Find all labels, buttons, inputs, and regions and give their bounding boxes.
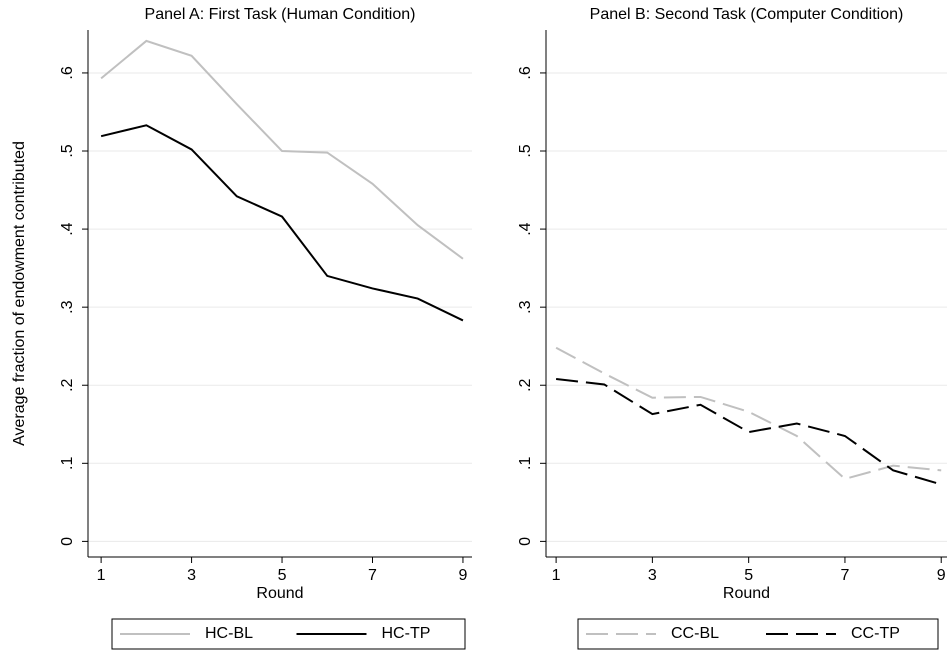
x-axis-label: Round <box>256 585 303 602</box>
series-line <box>100 39 464 260</box>
series-line <box>100 124 464 322</box>
y-tick-label: .4 <box>517 222 534 235</box>
x-tick-label: 3 <box>648 567 657 584</box>
y-tick-label: .1 <box>517 457 534 470</box>
x-tick-label: 7 <box>368 567 377 584</box>
y-tick-label: 0 <box>517 537 534 546</box>
panel-title: Panel B: Second Task (Computer Condition… <box>590 6 904 23</box>
x-tick-label: 5 <box>744 567 753 584</box>
legend-label: HC-BL <box>205 625 253 642</box>
x-tick-label: 7 <box>840 567 849 584</box>
x-axis-label: Round <box>723 585 770 602</box>
x-tick-label: 9 <box>459 567 468 584</box>
y-tick-label: 0 <box>59 537 76 546</box>
y-tick-label: .3 <box>517 300 534 313</box>
x-tick-label: 5 <box>278 567 287 584</box>
legend-label: HC-TP <box>382 625 431 642</box>
y-tick-label: .1 <box>59 457 76 470</box>
y-tick-label: .2 <box>59 378 76 391</box>
y-tick-label: .5 <box>59 144 76 157</box>
x-tick-label: 9 <box>937 567 946 584</box>
panel-title: Panel A: First Task (Human Condition) <box>145 6 416 23</box>
series-line <box>555 377 942 486</box>
x-tick-label: 1 <box>97 567 106 584</box>
y-tick-label: .2 <box>517 378 534 391</box>
y-tick-label: .6 <box>517 66 534 79</box>
y-axis-label: Average fraction of endowment contribute… <box>11 141 28 446</box>
series-line <box>555 346 942 481</box>
y-tick-label: .5 <box>517 144 534 157</box>
legend-label: CC-TP <box>851 625 900 642</box>
x-tick-label: 1 <box>552 567 561 584</box>
x-tick-label: 3 <box>187 567 196 584</box>
y-tick-label: .3 <box>59 300 76 313</box>
legend-label: CC-BL <box>671 625 719 642</box>
y-tick-label: .4 <box>59 222 76 235</box>
y-tick-label: .6 <box>59 66 76 79</box>
